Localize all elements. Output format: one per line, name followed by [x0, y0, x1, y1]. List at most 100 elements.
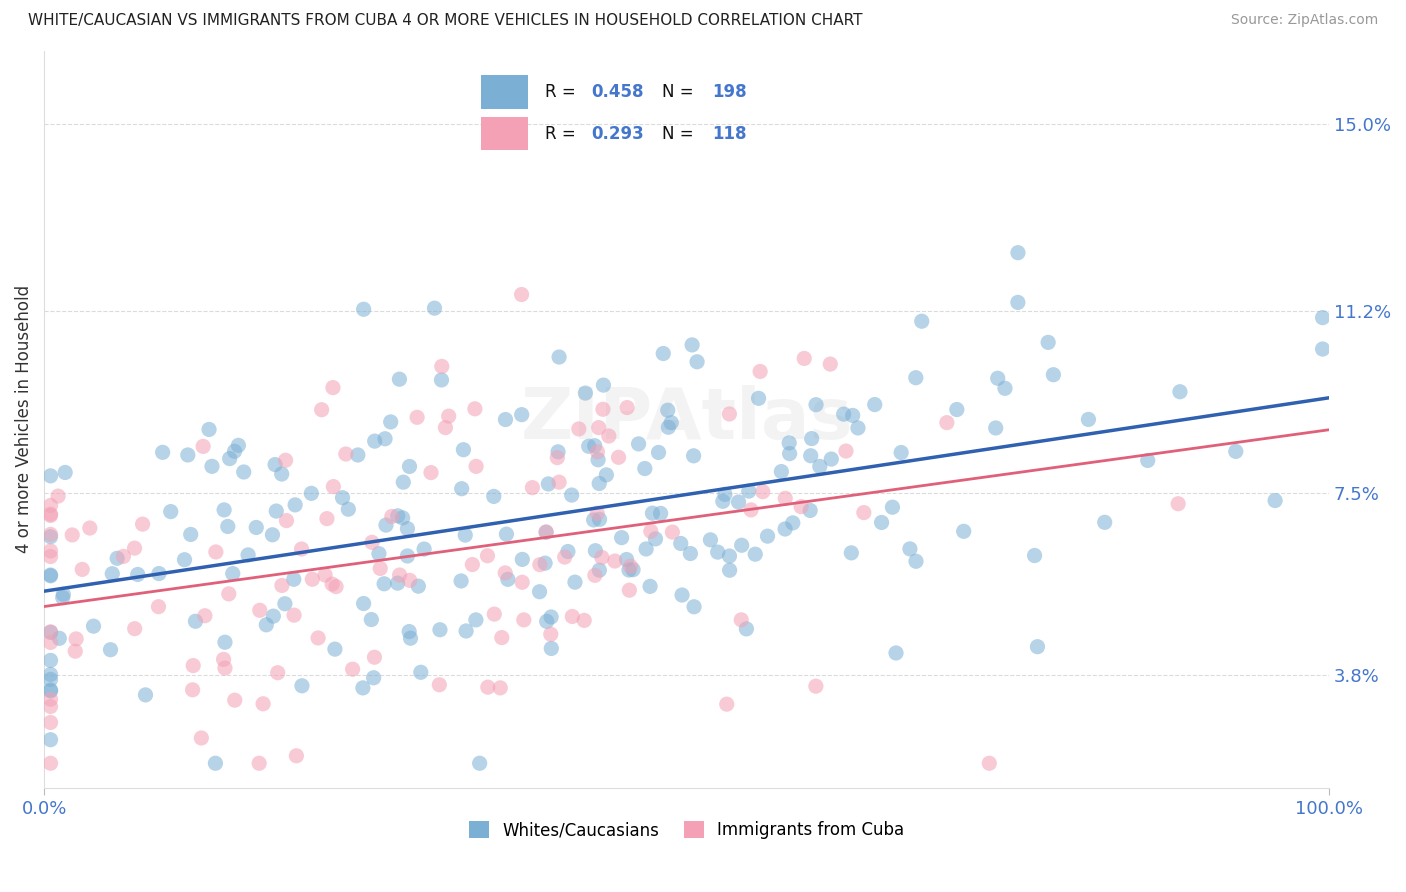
Point — [657, 403, 679, 417]
Point — [727, 495, 749, 509]
Point — [650, 507, 672, 521]
Point — [681, 338, 703, 352]
Point — [39, 715, 62, 730]
Point — [808, 459, 831, 474]
Point — [270, 467, 292, 481]
Point — [749, 364, 772, 378]
Point — [262, 528, 284, 542]
Point — [477, 549, 499, 563]
Point — [557, 544, 579, 558]
Point — [890, 445, 912, 459]
Point — [39, 683, 62, 698]
Point — [353, 597, 375, 611]
Point — [863, 398, 886, 412]
Point — [427, 678, 450, 692]
Point — [79, 521, 101, 535]
Point — [578, 439, 600, 453]
Point — [534, 525, 557, 540]
Point — [884, 646, 907, 660]
Point — [548, 350, 571, 364]
Point — [291, 679, 314, 693]
Point — [39, 499, 62, 513]
Point — [228, 438, 250, 452]
Point — [607, 450, 630, 465]
Point — [39, 468, 62, 483]
Point — [274, 597, 297, 611]
Point — [669, 536, 692, 550]
Point — [454, 528, 477, 542]
Point — [773, 491, 796, 506]
Point — [782, 516, 804, 530]
Point — [398, 574, 420, 588]
Point — [285, 748, 308, 763]
Point — [100, 642, 122, 657]
Point — [804, 679, 827, 693]
Point — [249, 603, 271, 617]
Point — [548, 475, 571, 490]
Point — [388, 568, 411, 582]
Point — [352, 681, 374, 695]
Point — [214, 635, 236, 649]
Point — [39, 667, 62, 681]
Point — [588, 512, 610, 526]
Point — [468, 756, 491, 771]
Point — [1136, 453, 1159, 467]
Point — [735, 622, 758, 636]
Point — [731, 538, 754, 552]
Point — [60, 528, 83, 542]
Point — [718, 549, 741, 563]
Point — [540, 627, 562, 641]
Point — [494, 566, 516, 580]
Point — [450, 482, 472, 496]
Point — [39, 635, 62, 649]
Point — [332, 491, 354, 505]
Point — [271, 578, 294, 592]
Point — [846, 421, 869, 435]
Point — [39, 569, 62, 583]
Point — [820, 452, 842, 467]
Point — [264, 504, 287, 518]
Point — [52, 587, 75, 601]
Point — [841, 409, 863, 423]
Point — [510, 408, 533, 422]
Point — [218, 451, 240, 466]
Point — [245, 520, 267, 534]
Point — [342, 662, 364, 676]
Point — [52, 591, 75, 605]
Point — [640, 524, 662, 539]
Point — [911, 314, 934, 328]
Point — [952, 524, 974, 539]
Point — [396, 522, 419, 536]
Point — [1077, 412, 1099, 426]
Point — [124, 541, 146, 555]
Point — [224, 693, 246, 707]
Point — [465, 459, 488, 474]
Point — [984, 421, 1007, 435]
Point — [603, 554, 626, 568]
Point — [820, 357, 842, 371]
Point — [495, 412, 517, 426]
Point — [39, 549, 62, 564]
Point — [773, 522, 796, 536]
Point — [398, 624, 420, 639]
Point — [489, 681, 512, 695]
Point — [711, 494, 734, 508]
Point — [1312, 342, 1334, 356]
Point — [621, 563, 644, 577]
Point — [247, 756, 270, 771]
Point — [699, 533, 721, 547]
Point — [361, 535, 384, 549]
Point — [252, 697, 274, 711]
Point — [430, 359, 453, 374]
Point — [586, 506, 609, 520]
Point — [852, 506, 875, 520]
Point — [406, 410, 429, 425]
Point — [456, 624, 478, 638]
Point — [568, 422, 591, 436]
Point — [588, 420, 610, 434]
Point — [714, 487, 737, 501]
Point — [778, 436, 800, 450]
Point — [800, 449, 823, 463]
Point — [799, 503, 821, 517]
Point — [491, 631, 513, 645]
